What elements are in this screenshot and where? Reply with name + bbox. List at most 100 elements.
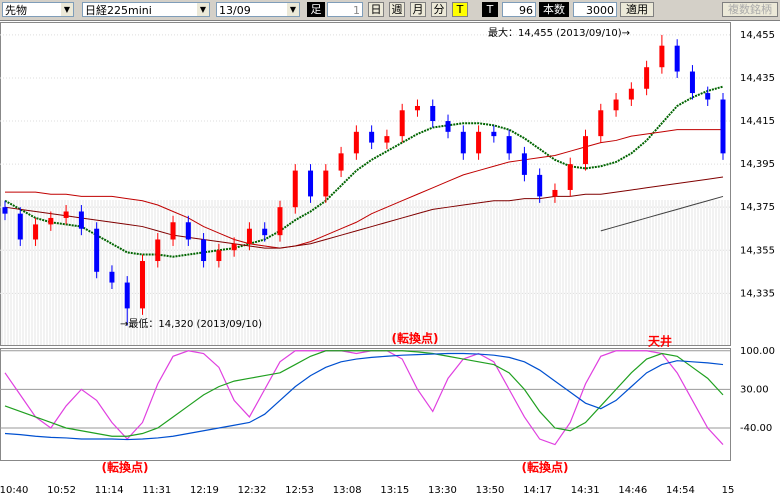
x-tick-label: 11:14 xyxy=(95,485,124,496)
annotation: 最大：14,455 (2013/09/10)→ xyxy=(488,26,630,39)
candle-body xyxy=(277,207,283,236)
panel-frame xyxy=(0,348,731,461)
dropdown[interactable]: ▼ xyxy=(61,3,73,16)
dropdown[interactable]: ▼ xyxy=(287,3,299,16)
candle-body xyxy=(78,211,84,229)
candle-body xyxy=(384,136,390,143)
x-tick-label: 14:31 xyxy=(571,485,600,496)
candle-body xyxy=(644,67,650,89)
tick-label: T xyxy=(482,2,498,17)
daily-button[interactable]: 日 xyxy=(368,2,384,17)
apply-button[interactable]: 適用 xyxy=(620,2,654,17)
candle-body xyxy=(476,131,482,154)
candle-body xyxy=(521,153,527,175)
candle-body xyxy=(124,282,130,309)
bar-input[interactable]: 1 xyxy=(327,2,363,17)
max-input[interactable]: 3000 xyxy=(573,2,617,17)
candle-body xyxy=(246,228,252,244)
candle-body xyxy=(155,239,161,262)
x-tick-label: 14:46 xyxy=(618,485,647,496)
minute-button[interactable]: 分 xyxy=(431,2,447,17)
candle-body xyxy=(185,222,191,240)
weekly-button[interactable]: 週 xyxy=(389,2,405,17)
candle-body xyxy=(720,99,726,154)
y-tick-label: 14,435 xyxy=(740,73,775,84)
y-tick-label: 30.00 xyxy=(740,384,769,395)
candle-body xyxy=(369,131,375,143)
month-select[interactable]: 13/09 xyxy=(216,2,300,17)
candle-body xyxy=(399,110,405,137)
y-tick-label: 14,335 xyxy=(740,288,775,299)
oscillator-line xyxy=(4,350,724,437)
annotation: (転換点) xyxy=(522,460,569,475)
multi-button[interactable]: 複数銘柄 xyxy=(722,2,778,17)
candle-body xyxy=(613,99,619,111)
annotation: 天井 xyxy=(648,334,672,349)
ma-line xyxy=(5,129,723,249)
count-input[interactable]: 96 xyxy=(502,2,536,17)
candle-body xyxy=(674,45,680,72)
x-tick-label: 13:08 xyxy=(333,485,362,496)
x-tick-label: 12:19 xyxy=(190,485,219,496)
candle-body xyxy=(94,228,100,272)
candle-body xyxy=(353,131,359,154)
monthly-button[interactable]: 月 xyxy=(410,2,426,17)
toolbar: 先物 ▼ 日経225mini ▼ 13/09 ▼ 足 1 日 週 月 分 T T 96… xyxy=(0,0,780,21)
instrument-select[interactable]: 先物 xyxy=(2,2,74,17)
y-tick-label: 14,355 xyxy=(740,245,775,256)
candle-body xyxy=(2,207,8,214)
x-tick-label: 10:40 xyxy=(0,485,28,496)
dropdown[interactable]: ▼ xyxy=(197,3,209,16)
y-tick-label: 100.00 xyxy=(740,346,775,357)
candle-body xyxy=(139,261,145,309)
candle-body xyxy=(170,222,176,240)
candle-body xyxy=(445,121,451,132)
candle-body xyxy=(705,93,711,100)
candle-body xyxy=(33,224,39,240)
x-tick-label: 10:52 xyxy=(47,485,76,496)
x-tick-label: 14:17 xyxy=(523,485,552,496)
y-tick-label: 14,455 xyxy=(740,30,775,41)
candle-body xyxy=(308,170,314,197)
oscillator-line xyxy=(4,350,724,446)
x-tick-label: 11:31 xyxy=(142,485,171,496)
candle-body xyxy=(262,228,268,236)
candle-body xyxy=(583,136,589,165)
x-tick-label: 15 xyxy=(722,485,735,496)
count-label: 本数 xyxy=(539,2,569,17)
panel-frame xyxy=(0,22,731,346)
candle-body xyxy=(109,271,115,283)
candle-body xyxy=(506,136,512,154)
candle-body xyxy=(323,170,329,197)
candle-body xyxy=(567,164,573,190)
oscillator-line xyxy=(4,352,724,441)
candle-body xyxy=(537,174,543,197)
x-tick-label: 12:53 xyxy=(285,485,314,496)
annotation: (転換点) xyxy=(102,460,149,475)
x-tick-label: 13:30 xyxy=(428,485,457,496)
candle-body xyxy=(216,250,222,262)
index-select[interactable]: 日経225mini xyxy=(82,2,210,17)
y-tick-label: -40.00 xyxy=(740,423,772,434)
candle-body xyxy=(628,88,634,100)
candle-body xyxy=(231,243,237,251)
x-tick-label: 14:54 xyxy=(666,485,695,496)
candle-body xyxy=(17,213,23,240)
x-tick-label: 13:50 xyxy=(476,485,505,496)
ma-line xyxy=(600,195,724,232)
candle-body xyxy=(414,105,420,111)
candle-body xyxy=(598,110,604,137)
candle-body xyxy=(430,105,436,122)
candle-body xyxy=(460,131,466,154)
candle-body xyxy=(292,170,298,208)
candle-body xyxy=(338,153,344,171)
y-tick-label: 14,395 xyxy=(740,159,775,170)
candle-body xyxy=(491,131,497,137)
x-tick-label: 12:32 xyxy=(238,485,267,496)
y-tick-label: 14,375 xyxy=(740,202,775,213)
y-tick-label: 14,415 xyxy=(740,116,775,127)
candle-body xyxy=(552,189,558,197)
tick-button[interactable]: T xyxy=(452,2,468,17)
